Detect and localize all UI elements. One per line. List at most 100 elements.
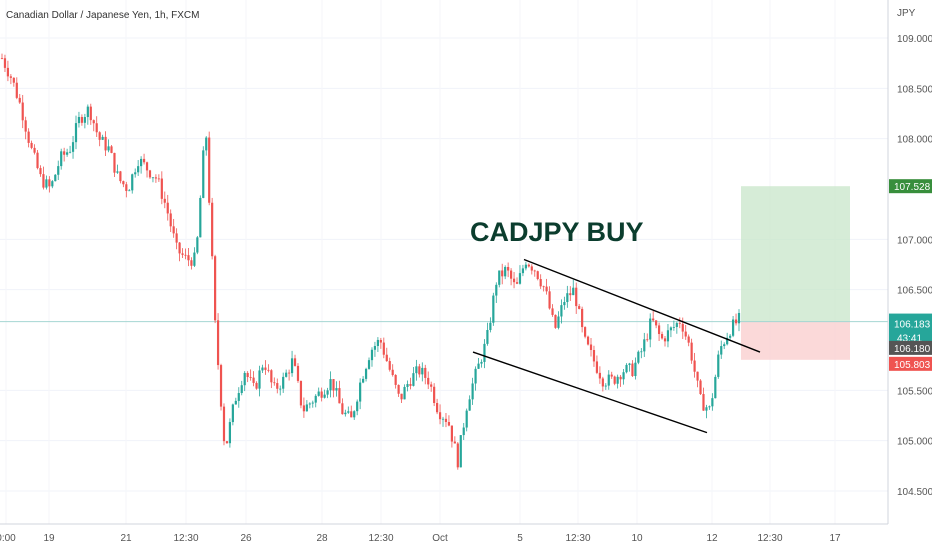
candle bbox=[219, 363, 223, 411]
candle bbox=[628, 362, 631, 372]
candle bbox=[394, 374, 397, 389]
candle bbox=[122, 180, 125, 188]
channel-upper-trendline[interactable] bbox=[523, 258, 761, 353]
candle bbox=[104, 131, 107, 157]
candle bbox=[160, 171, 163, 205]
candle bbox=[530, 264, 533, 275]
time-axis[interactable]: 0:00 19 21 12:30 26 28 12:30 Oct 5 12:30 10 12 12:30… bbox=[0, 523, 888, 544]
y-tick-label: 109.000 bbox=[897, 34, 932, 45]
candle bbox=[456, 442, 459, 470]
position-zones bbox=[0, 186, 888, 360]
candle bbox=[545, 278, 548, 295]
candle bbox=[12, 77, 15, 87]
candle bbox=[190, 257, 193, 270]
candle bbox=[468, 395, 471, 411]
candle bbox=[447, 415, 451, 427]
stop-loss-badge: 105.803 bbox=[889, 356, 932, 371]
candle bbox=[151, 177, 155, 183]
candle bbox=[341, 398, 344, 415]
candle bbox=[462, 422, 465, 441]
candle bbox=[57, 160, 60, 180]
candle bbox=[640, 348, 643, 359]
candle bbox=[299, 380, 303, 409]
candle bbox=[583, 326, 587, 339]
candle-countdown: 43:41 bbox=[897, 334, 922, 345]
candle bbox=[569, 286, 572, 301]
candle bbox=[157, 174, 160, 182]
candle bbox=[453, 436, 456, 444]
candle bbox=[548, 286, 551, 310]
candle bbox=[338, 380, 341, 404]
candle bbox=[119, 170, 122, 184]
candle bbox=[699, 379, 702, 396]
candle bbox=[89, 103, 92, 125]
candle bbox=[98, 131, 101, 147]
candle bbox=[163, 191, 166, 209]
candle bbox=[199, 195, 202, 238]
candle bbox=[193, 247, 196, 268]
candle bbox=[344, 409, 347, 417]
candle bbox=[601, 376, 604, 392]
candle bbox=[598, 366, 601, 384]
candle bbox=[359, 378, 362, 410]
candle bbox=[48, 176, 51, 193]
candle bbox=[36, 150, 39, 170]
current-price-badge-label: 106.183 bbox=[894, 320, 931, 331]
candle bbox=[364, 367, 368, 382]
candle bbox=[184, 248, 187, 260]
candle bbox=[42, 166, 45, 190]
candle bbox=[430, 381, 433, 392]
candle bbox=[660, 331, 664, 340]
y-tick-label: 108.500 bbox=[897, 84, 932, 95]
candle bbox=[80, 114, 84, 126]
candle bbox=[391, 364, 394, 377]
candle bbox=[314, 394, 317, 408]
price-axis[interactable]: JPY 109.000108.500108.000107.000106.5001… bbox=[887, 0, 932, 524]
candle bbox=[6, 60, 10, 82]
candle bbox=[622, 368, 625, 385]
channel-lower-trendline[interactable] bbox=[472, 351, 708, 434]
candle bbox=[450, 425, 453, 448]
candle bbox=[353, 410, 356, 420]
x-tick-label: 12 bbox=[706, 533, 718, 544]
candle bbox=[246, 371, 249, 383]
candle bbox=[288, 369, 291, 381]
candle bbox=[15, 77, 18, 100]
candle bbox=[634, 357, 637, 380]
candle bbox=[619, 374, 622, 387]
candle bbox=[66, 148, 69, 157]
candle bbox=[729, 334, 732, 340]
candle bbox=[285, 369, 288, 378]
candle bbox=[412, 366, 415, 387]
candle bbox=[424, 364, 427, 385]
candle bbox=[113, 152, 116, 178]
candle bbox=[551, 304, 554, 317]
candle bbox=[607, 370, 610, 390]
candle bbox=[305, 400, 308, 412]
y-tick-label: 108.000 bbox=[897, 135, 932, 146]
channel-lines[interactable] bbox=[472, 258, 761, 434]
candle bbox=[373, 341, 377, 357]
candle bbox=[433, 383, 436, 407]
x-tick-label: 5 bbox=[517, 533, 523, 544]
candle bbox=[243, 371, 246, 392]
candle bbox=[148, 169, 152, 179]
candle bbox=[367, 357, 371, 370]
candle bbox=[350, 405, 353, 418]
candle bbox=[566, 285, 569, 308]
candle bbox=[77, 111, 81, 128]
candle bbox=[39, 165, 42, 177]
candle bbox=[524, 261, 527, 271]
candle bbox=[705, 404, 708, 419]
candle bbox=[616, 374, 619, 389]
candle bbox=[536, 270, 539, 281]
y-tick-label: 105.500 bbox=[897, 386, 932, 397]
candle bbox=[273, 377, 276, 386]
candle bbox=[140, 156, 143, 174]
candle bbox=[175, 228, 178, 250]
candle bbox=[131, 173, 134, 194]
chart-annotation[interactable]: CADJPY BUY bbox=[470, 217, 644, 247]
candle bbox=[86, 104, 89, 125]
candle bbox=[329, 371, 332, 398]
